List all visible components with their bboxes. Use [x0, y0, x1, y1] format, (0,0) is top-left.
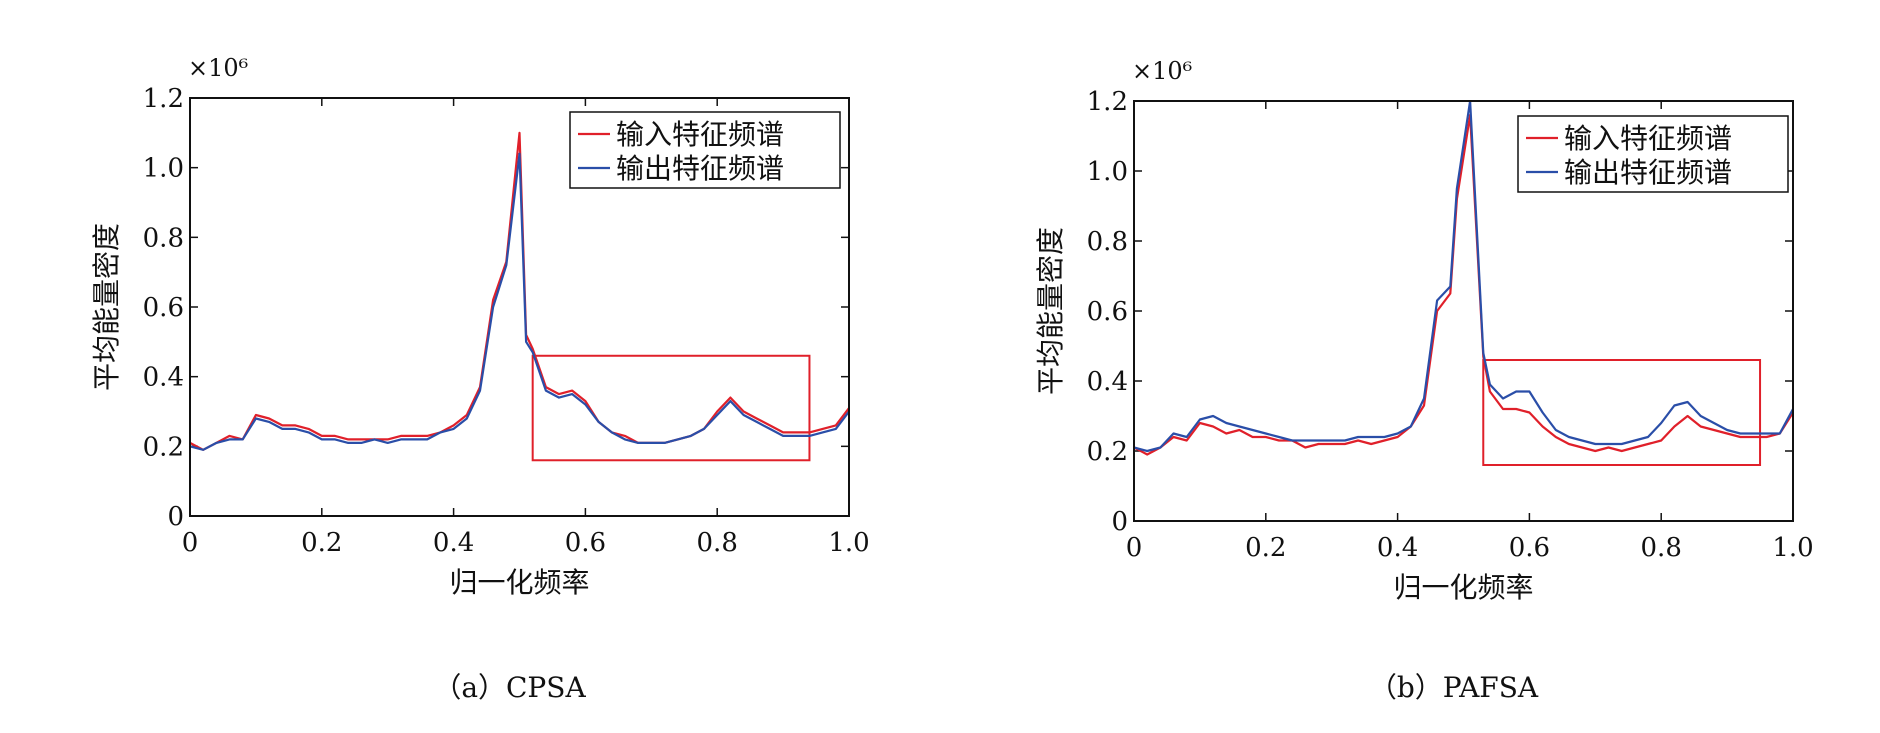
y-axis-label: 平均能量密度	[1034, 227, 1067, 395]
legend-box	[569, 111, 841, 189]
x-tick-label: 0.2	[301, 528, 342, 558]
highlight-box	[531, 354, 811, 462]
plot-frame	[189, 97, 850, 517]
x-tick-label: 0	[1126, 533, 1143, 563]
x-tick-label: 1.0	[1772, 533, 1813, 563]
y-tick-label: 0	[1111, 507, 1128, 537]
x-tick-label: 0.6	[1509, 533, 1550, 563]
legend-label: 输出特征频谱	[616, 152, 784, 185]
chart-panel-b: 0 0.2 0.4 0.6 0.8 1.0 1.2 0 0.2 0.4 0.6 0.8 1.0 ×10⁶ 归…	[940, 0, 1880, 729]
series-line-output	[190, 152, 849, 451]
y-tick-label: 0.4	[1087, 367, 1128, 397]
legend-label: 输入特征频谱	[1564, 122, 1732, 155]
y-tick-label: 0.4	[143, 363, 184, 393]
x-tick-label: 0.4	[1377, 533, 1418, 563]
y-multiplier-label: ×10⁶	[1132, 57, 1192, 85]
highlight-box	[1482, 359, 1762, 466]
y-axis-label: 平均能量密度	[90, 223, 123, 391]
x-axis-label: 归一化频率	[449, 566, 589, 599]
y-tick-label: 0.8	[143, 223, 184, 253]
legend-label: 输入特征频谱	[616, 118, 784, 151]
y-tick-label: 1.0	[1087, 157, 1128, 187]
legend-box	[1517, 115, 1789, 193]
y-tick-label: 0.6	[1087, 297, 1128, 327]
x-tick-label: 0.6	[565, 528, 606, 558]
y-tick-label: 0.2	[1087, 437, 1128, 467]
x-tick-label: 0.2	[1245, 533, 1286, 563]
y-tick-label: 1.2	[1087, 87, 1128, 117]
x-tick-label: 0.8	[1641, 533, 1682, 563]
x-tick-label: 0.8	[697, 528, 738, 558]
y-tick-label: 0.6	[143, 293, 184, 323]
chart-a: 0 0.2 0.4 0.6 0.8 1.0 1.2 0 0.2 0.4 0.6 0.8 1.0 ×10⁶ 归…	[90, 54, 870, 704]
y-tick-label: 0.8	[1087, 227, 1128, 257]
legend-label: 输出特征频谱	[1564, 156, 1732, 189]
y-multiplier-label: ×10⁶	[188, 54, 248, 82]
x-tick-label: 0.4	[433, 528, 474, 558]
panel-caption: （b）PAFSA	[1369, 671, 1539, 704]
series-line-output	[1134, 101, 1793, 453]
chart-b: 0 0.2 0.4 0.6 0.8 1.0 1.2 0 0.2 0.4 0.6 0.8 1.0 ×10⁶ 归…	[1034, 57, 1814, 704]
y-tick-label: 1.2	[143, 84, 184, 114]
x-tick-label: 0	[182, 528, 199, 558]
panel-caption: （a）CPSA	[433, 671, 586, 704]
x-tick-label: 1.0	[828, 528, 869, 558]
y-tick-label: 1.0	[143, 154, 184, 184]
chart-panel-a: 0 0.2 0.4 0.6 0.8 1.0 1.2 0 0.2 0.4 0.6 0.8 1.0 ×10⁶ 归…	[0, 0, 940, 729]
plot-frame	[1133, 100, 1794, 522]
y-tick-label: 0	[167, 502, 184, 532]
x-axis-label: 归一化频率	[1393, 571, 1533, 604]
y-tick-label: 0.2	[143, 432, 184, 462]
series-line-input	[1134, 113, 1793, 456]
